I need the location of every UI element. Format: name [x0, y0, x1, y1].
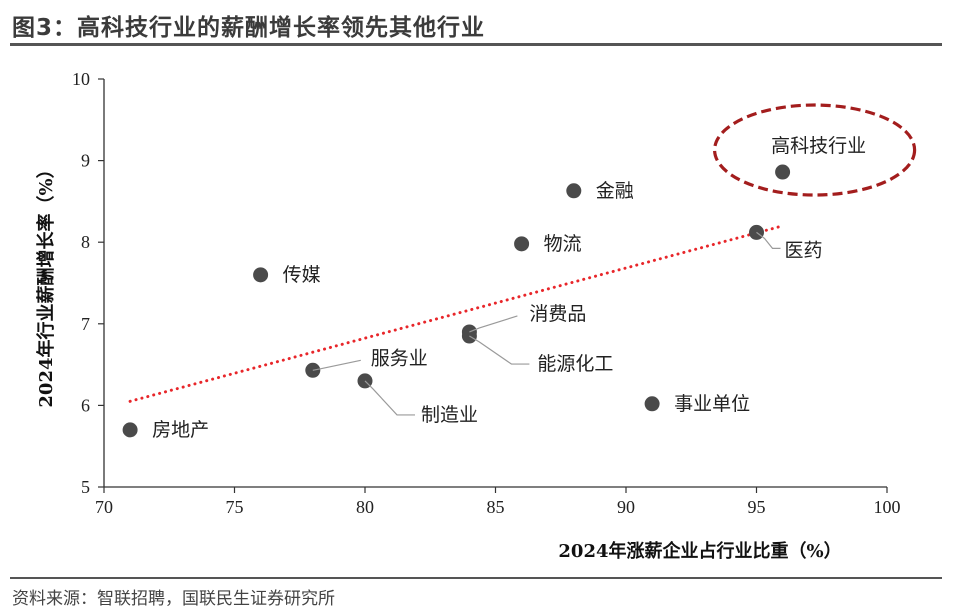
point-label: 服务业 [371, 347, 428, 369]
leader-line [364, 380, 415, 416]
chart-title: 图3：高科技行业的薪酬增长率领先其他行业 [12, 15, 486, 41]
point-label: 传媒 [283, 264, 321, 286]
y-axis-label: 2024年行业薪酬增长率（%） [35, 160, 57, 407]
point-label: 物流 [544, 233, 582, 255]
data-point [566, 183, 582, 199]
point-label: 房地产 [152, 419, 209, 441]
point-label: 金融 [596, 180, 634, 202]
highlight-ellipse [712, 103, 917, 197]
leader-line [312, 359, 361, 371]
data-point [644, 396, 660, 412]
trendline [128, 103, 917, 403]
leader-line [469, 335, 530, 365]
x-tick-label: 90 [617, 497, 635, 517]
x-tick-label: 75 [226, 497, 244, 517]
data-point [122, 422, 138, 438]
title-underline [10, 43, 942, 46]
x-tick-label: 70 [95, 497, 113, 517]
data-point [253, 267, 269, 283]
x-axis-label: 2024年涨薪企业占行业比重（%） [558, 540, 841, 562]
y-tick-label: 6 [81, 395, 90, 415]
data-point [775, 164, 791, 180]
axes: 70 75 80 85 90 95 100 5 6 7 8 9 10 [72, 69, 901, 517]
y-tick-label: 9 [81, 151, 90, 171]
y-tick-label: 7 [81, 314, 90, 334]
leader-line [756, 231, 781, 250]
leader-line [469, 315, 518, 333]
y-tick-label: 5 [81, 477, 90, 497]
y-tick-label: 10 [72, 69, 90, 89]
x-tick-label: 85 [487, 497, 505, 517]
point-label: 高科技行业 [771, 135, 866, 157]
point-label: 制造业 [421, 404, 478, 426]
y-tick-label: 8 [81, 232, 90, 252]
point-label: 能源化工 [537, 353, 613, 375]
x-tick-label: 100 [874, 497, 901, 517]
point-label: 消费品 [529, 303, 586, 325]
trendline-dotted [128, 224, 785, 403]
x-tick-label: 95 [748, 497, 766, 517]
x-tick-label: 80 [356, 497, 374, 517]
footer-rule [10, 577, 942, 579]
source-note: 资料来源：智联招聘，国联民生证券研究所 [12, 589, 335, 609]
data-point [514, 236, 530, 252]
point-label: 医药 [785, 239, 823, 261]
point-label: 事业单位 [674, 393, 750, 415]
